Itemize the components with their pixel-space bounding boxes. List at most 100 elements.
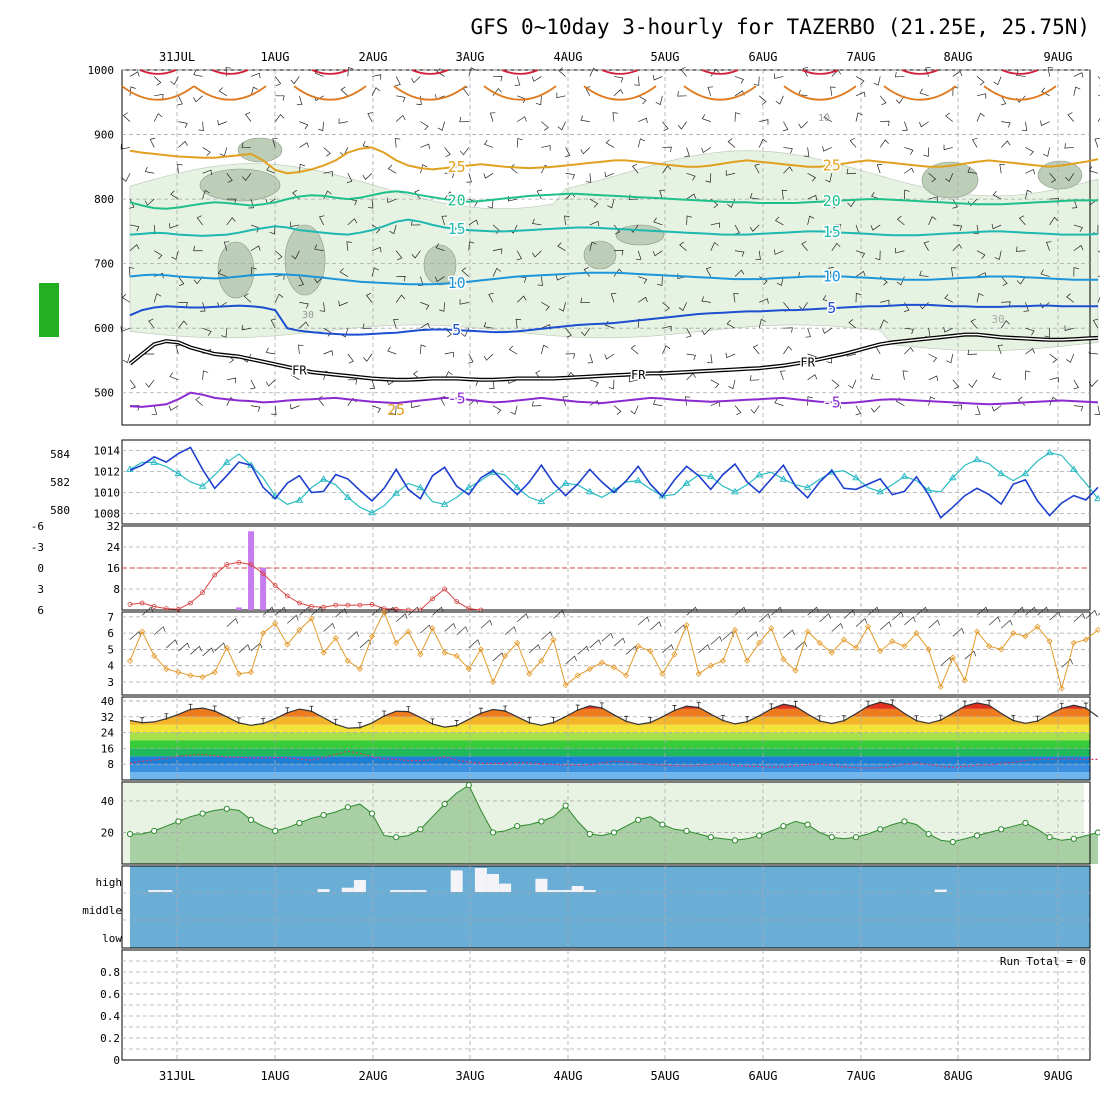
wind-barb-10m (867, 606, 880, 616)
date-label-top: 9AUG (1044, 50, 1073, 64)
wind-tick-label: 5 (107, 643, 114, 656)
wind-barb (707, 86, 714, 96)
thickness-marker (634, 476, 643, 484)
wind-barb-10m (274, 606, 287, 616)
wind-barb (299, 321, 309, 329)
wind-barb (193, 70, 203, 77)
wind-speed-point (1034, 623, 1041, 630)
wind-barb-10m (988, 616, 1001, 626)
panel-frame (121, 611, 1091, 696)
wind-barb-10m (1073, 613, 1086, 623)
wind-speed-point (610, 664, 618, 671)
wind-barb (129, 71, 140, 77)
wind-barb (952, 243, 963, 251)
wind-barb (202, 327, 212, 336)
wind-barb (299, 163, 306, 174)
wind-barb (580, 147, 591, 155)
wind-barb (1066, 353, 1075, 363)
date-label-bottom: 1AUG (261, 1069, 290, 1083)
rh-moist-patch (217, 241, 255, 299)
wind-barb (976, 250, 986, 259)
thickness-tick-label: 582 (50, 476, 70, 489)
wind-barb (565, 353, 576, 359)
warm-isotherm-arc (311, 69, 349, 75)
upper-air-panel: -5 -5 FR FR FR 5 5 10 10 15 15 20 20 25 25 25 30 10 30 500 6… (88, 64, 1100, 426)
wind-barb-10m (855, 618, 868, 627)
wind-barb (461, 267, 470, 277)
wind-barb (684, 147, 690, 157)
precip-tick-label: 0.2 (100, 1032, 120, 1045)
wind-barb (904, 167, 914, 174)
wind-barb (120, 144, 131, 150)
wind-barb-10m (371, 606, 384, 616)
wind-barb (774, 73, 784, 79)
wind-barb (1025, 189, 1032, 200)
thickness-marker (682, 479, 691, 486)
wind-speed-point (247, 669, 255, 676)
wind-speed-point (235, 670, 242, 677)
wind-barb (705, 173, 712, 183)
rh-point (489, 829, 497, 836)
thickness-marker (174, 469, 183, 477)
wind-barb (129, 244, 140, 251)
wind-barb (178, 320, 188, 329)
wind-barb-10m (601, 632, 614, 642)
wind-barb (122, 112, 131, 122)
wind-barb (564, 147, 571, 158)
wind-barb (967, 167, 978, 174)
wind-barb-10m (831, 622, 844, 632)
wind-barb (299, 142, 309, 148)
wind-barb (1049, 396, 1058, 406)
rh-point (1046, 834, 1053, 841)
wind-barb (269, 224, 276, 235)
wind-barb (420, 322, 430, 329)
wind-barb (296, 95, 303, 106)
cape-bar (248, 531, 254, 610)
wind-barb (919, 270, 929, 277)
thickness-marker (997, 469, 1006, 477)
wind-barb (153, 76, 162, 86)
wind-barb-10m (589, 639, 602, 649)
wind-barb (556, 275, 566, 281)
wind-barb (371, 74, 382, 80)
wind-barb (801, 241, 808, 251)
wind-speed-point (368, 633, 376, 640)
thickness-marker (803, 483, 812, 491)
isotherm-label: 25 (387, 401, 405, 419)
wind-barb-10m (1085, 609, 1098, 619)
wind-barb-10m (299, 606, 311, 616)
wind-barb (782, 121, 789, 132)
wind-barb (492, 75, 503, 82)
isotherm-line (129, 218, 1099, 237)
wind-barb (993, 76, 1002, 86)
wind-barb (635, 250, 642, 261)
date-label-bottom: 8AUG (944, 1069, 973, 1083)
wind-speed-point (792, 667, 799, 674)
wind-barb (662, 302, 670, 312)
wind-barb (967, 349, 978, 356)
wind-barb-10m (698, 644, 711, 653)
wind-barb (652, 74, 663, 81)
wind-speed-point (514, 639, 521, 646)
wind-barb (362, 323, 373, 329)
wind-barb (701, 147, 711, 154)
wind-barb (144, 198, 155, 206)
wind-speed-point (260, 630, 267, 637)
wind-barb (1071, 198, 1078, 209)
slp-line (129, 446, 1099, 519)
wind-speed-point (489, 678, 497, 686)
wind-barb-10m (1000, 619, 1013, 629)
wind-barb (420, 121, 429, 131)
wind-barb (848, 319, 857, 329)
wind-barb (976, 76, 985, 86)
wind-speed-point (804, 628, 811, 635)
thickness-marker (1045, 448, 1054, 456)
y-tick-label: 700 (94, 258, 114, 271)
wind-barb (952, 86, 959, 96)
temperature-minmax-marker (624, 715, 629, 723)
wind-barb-10m (178, 642, 190, 652)
wind-barb (250, 72, 261, 79)
wind-barb-10m (637, 616, 650, 626)
wind-barb (686, 328, 692, 338)
rh-point (731, 837, 739, 844)
